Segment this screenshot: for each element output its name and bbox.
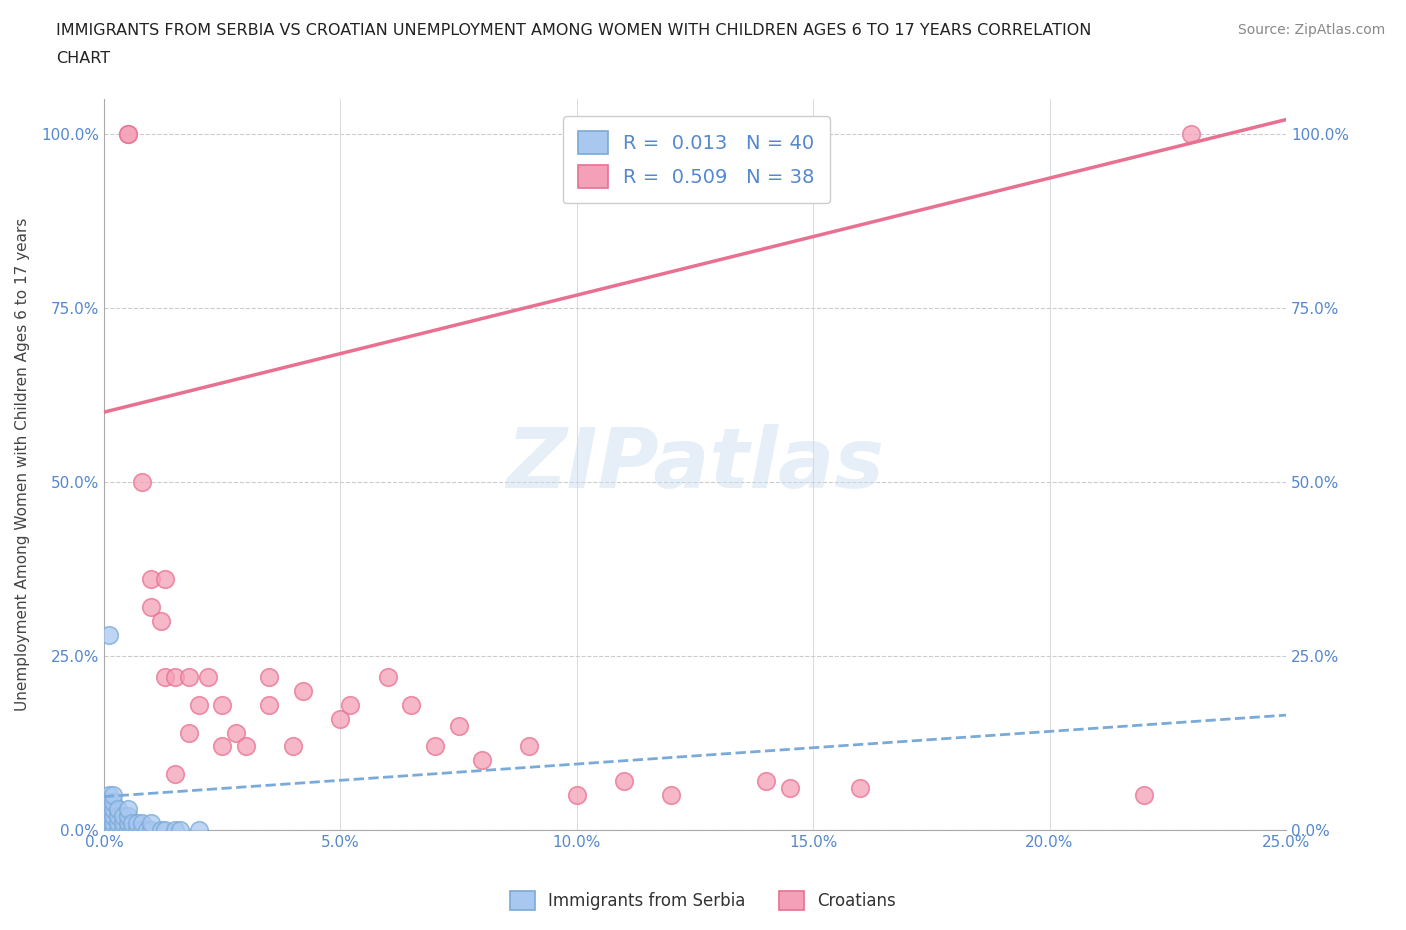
- Point: [97, 819, 120, 834]
- Legend: R =  0.013   N = 40, R =  0.509   N = 38: R = 0.013 N = 40, R = 0.509 N = 38: [562, 115, 830, 204]
- Point: [97, 809, 120, 824]
- Point: [155, 823, 177, 838]
- Text: ZIPatlas: ZIPatlas: [506, 424, 884, 505]
- Legend: Immigrants from Serbia, Croatians: Immigrants from Serbia, Croatians: [503, 884, 903, 917]
- Point: [613, 774, 636, 789]
- Point: [197, 670, 219, 684]
- Point: [117, 816, 139, 830]
- Point: [107, 816, 129, 830]
- Point: [141, 816, 163, 830]
- Point: [235, 739, 257, 754]
- Point: [659, 788, 682, 803]
- Point: [423, 739, 446, 754]
- Point: [163, 767, 186, 782]
- Point: [177, 725, 200, 740]
- Point: [111, 809, 134, 824]
- Point: [155, 670, 177, 684]
- Point: [1133, 788, 1156, 803]
- Point: [163, 823, 186, 838]
- Y-axis label: Unemployment Among Women with Children Ages 6 to 17 years: Unemployment Among Women with Children A…: [15, 218, 30, 711]
- Point: [103, 816, 125, 830]
- Point: [155, 572, 177, 587]
- Point: [97, 628, 120, 643]
- Point: [141, 572, 163, 587]
- Point: [519, 739, 541, 754]
- Point: [97, 802, 120, 817]
- Point: [135, 823, 157, 838]
- Point: [401, 698, 423, 712]
- Point: [779, 781, 801, 796]
- Text: CHART: CHART: [56, 51, 110, 66]
- Point: [149, 614, 172, 629]
- Point: [103, 788, 125, 803]
- Point: [107, 802, 129, 817]
- Point: [117, 823, 139, 838]
- Point: [281, 739, 304, 754]
- Point: [177, 670, 200, 684]
- Text: Source: ZipAtlas.com: Source: ZipAtlas.com: [1237, 23, 1385, 37]
- Point: [131, 816, 153, 830]
- Point: [849, 781, 872, 796]
- Point: [103, 802, 125, 817]
- Point: [97, 788, 120, 803]
- Point: [211, 698, 233, 712]
- Point: [755, 774, 778, 789]
- Point: [121, 823, 143, 838]
- Point: [187, 823, 209, 838]
- Point: [471, 753, 494, 768]
- Point: [103, 823, 125, 838]
- Point: [111, 816, 134, 830]
- Point: [117, 126, 139, 141]
- Point: [377, 670, 399, 684]
- Point: [111, 823, 134, 838]
- Point: [163, 670, 186, 684]
- Point: [225, 725, 247, 740]
- Point: [121, 816, 143, 830]
- Point: [565, 788, 588, 803]
- Point: [125, 816, 148, 830]
- Point: [131, 474, 153, 489]
- Point: [97, 812, 120, 827]
- Point: [103, 809, 125, 824]
- Point: [131, 823, 153, 838]
- Point: [117, 809, 139, 824]
- Point: [141, 823, 163, 838]
- Point: [103, 795, 125, 810]
- Point: [339, 698, 361, 712]
- Point: [1180, 126, 1202, 141]
- Point: [291, 684, 314, 698]
- Point: [117, 802, 139, 817]
- Point: [169, 823, 191, 838]
- Point: [259, 670, 281, 684]
- Point: [125, 823, 148, 838]
- Point: [149, 823, 172, 838]
- Point: [329, 711, 352, 726]
- Text: IMMIGRANTS FROM SERBIA VS CROATIAN UNEMPLOYMENT AMONG WOMEN WITH CHILDREN AGES 6: IMMIGRANTS FROM SERBIA VS CROATIAN UNEMP…: [56, 23, 1091, 38]
- Point: [97, 795, 120, 810]
- Point: [259, 698, 281, 712]
- Point: [107, 809, 129, 824]
- Point: [97, 823, 120, 838]
- Point: [97, 816, 120, 830]
- Point: [107, 823, 129, 838]
- Point: [187, 698, 209, 712]
- Point: [141, 600, 163, 615]
- Point: [211, 739, 233, 754]
- Point: [117, 126, 139, 141]
- Point: [447, 718, 470, 733]
